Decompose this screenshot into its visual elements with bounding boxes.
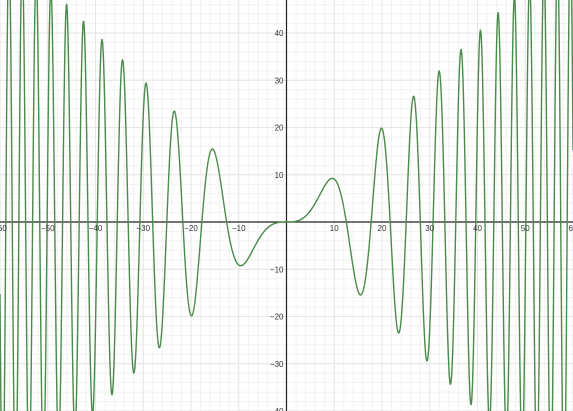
- y-tick-label: 40: [275, 29, 284, 38]
- y-tick-label: 10: [275, 171, 284, 180]
- x-tick-label: −40: [89, 224, 103, 233]
- y-tick-label: 30: [275, 76, 284, 85]
- tick-labels: −60 −50 −40 −30 −20 −10 10 20 30 40 50 60 40 30 20 10 −1…: [0, 29, 573, 411]
- x-tick-label: 50: [521, 224, 530, 233]
- x-tick-label: −50: [41, 224, 55, 233]
- y-tick-label: −10: [270, 265, 284, 274]
- y-tick-label: −40: [270, 407, 284, 411]
- y-tick-label: −30: [270, 360, 284, 369]
- x-tick-label: 30: [425, 224, 434, 233]
- x-tick-label: 40: [473, 224, 482, 233]
- x-tick-label: −10: [232, 224, 246, 233]
- x-tick-label: 60: [569, 224, 573, 233]
- x-tick-label: −60: [0, 224, 7, 233]
- x-tick-label: 20: [378, 224, 387, 233]
- x-tick-label: −30: [136, 224, 150, 233]
- x-tick-label: −20: [184, 224, 198, 233]
- y-tick-label: 20: [275, 124, 284, 133]
- x-tick-label: 10: [330, 224, 339, 233]
- y-tick-label: −20: [270, 313, 284, 322]
